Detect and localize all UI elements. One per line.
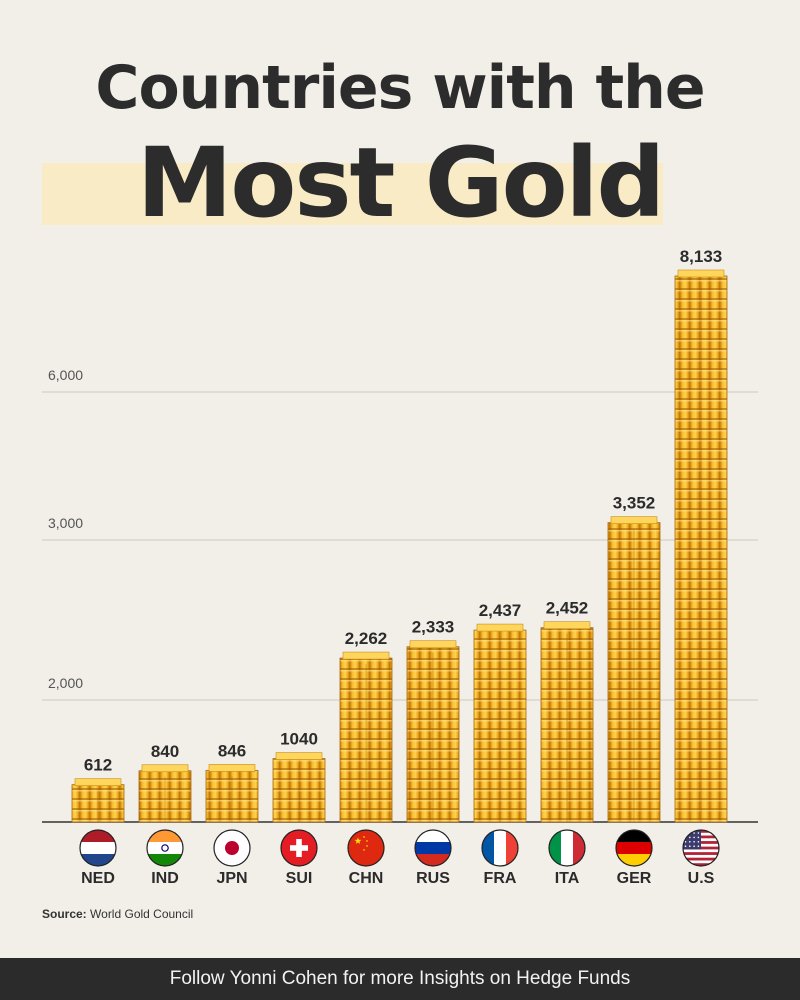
flag-ned-icon — [79, 829, 117, 867]
value-label: 840 — [151, 742, 179, 761]
y-tick-label: 3,000 — [48, 515, 83, 531]
category-label: JPN — [216, 870, 247, 887]
title-line-2: Most Gold — [136, 127, 665, 239]
flag-ita-icon — [548, 829, 586, 867]
value-label: 3,352 — [613, 494, 656, 513]
category-label: ITA — [555, 870, 580, 887]
value-label: 846 — [218, 741, 246, 760]
value-label: 1040 — [280, 730, 318, 749]
title-highlight — [42, 163, 663, 225]
bar-top-ingot — [275, 752, 323, 760]
category-label: NED — [81, 870, 115, 887]
category-label: U.S — [688, 870, 715, 887]
bar-top-ingot — [476, 623, 524, 632]
flag-fra-icon — [481, 829, 519, 867]
value-label: 8,133 — [680, 247, 723, 266]
bar-top-ingot — [677, 269, 725, 278]
title-line-1: Countries with the — [95, 53, 705, 123]
source-note: Source: World Gold Council — [42, 907, 193, 921]
value-label: 2,262 — [345, 629, 388, 648]
bar-top-ingot — [610, 516, 658, 524]
category-label: RUS — [416, 870, 450, 887]
category-label: FRA — [484, 870, 517, 887]
gold-reserves-chart: 2,000 3,000 6,000 612 NED 840 IND 846 JPN 1040 SUI… — [42, 247, 758, 887]
bar-top-ingot — [543, 621, 591, 629]
value-label: 2,333 — [412, 618, 455, 637]
value-label: 2,452 — [546, 599, 589, 618]
category-label: SUI — [286, 870, 313, 887]
footer-banner: Follow Yonni Cohen for more Insights on … — [0, 958, 800, 1000]
flag-sui-icon — [280, 829, 318, 867]
y-tick-label: 2,000 — [48, 675, 83, 691]
category-label: GER — [617, 870, 652, 887]
flag-ger-icon — [615, 829, 653, 867]
y-tick-label: 6,000 — [48, 367, 83, 383]
source-text: World Gold Council — [90, 907, 194, 921]
flag-jpn-icon — [213, 829, 251, 867]
flag-us-icon — [682, 829, 720, 867]
category-label: IND — [151, 870, 179, 887]
flag-chn-icon — [347, 829, 385, 867]
flag-ind-icon — [146, 829, 184, 867]
bar-top-ingot — [208, 764, 256, 772]
value-label: 2,437 — [479, 601, 522, 620]
bar-top-ingot — [74, 778, 122, 786]
bar-top-ingot — [141, 764, 189, 773]
category-label: CHN — [349, 870, 384, 887]
bar-top-ingot — [409, 640, 457, 649]
value-label: 612 — [84, 756, 112, 775]
bar-top-ingot — [342, 651, 390, 660]
flag-rus-icon — [414, 829, 452, 867]
source-label: Source: — [42, 907, 87, 921]
